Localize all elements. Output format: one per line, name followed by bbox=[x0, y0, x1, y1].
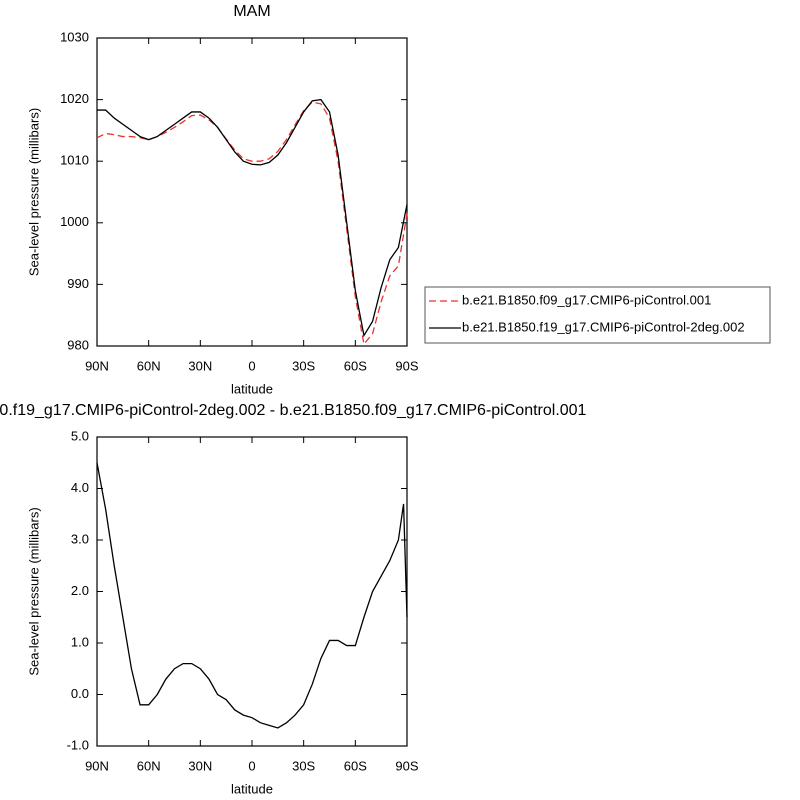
y-tick-label: 980 bbox=[67, 337, 89, 352]
x-tick-label: 90N bbox=[85, 358, 109, 373]
x-tick-label: 90S bbox=[395, 758, 418, 773]
y-axis-label: Sea-level pressure (millibars) bbox=[26, 108, 41, 276]
y-tick-label: 5.0 bbox=[71, 428, 89, 443]
y-tick-label: 4.0 bbox=[71, 480, 89, 495]
x-tick-label: 60N bbox=[137, 358, 161, 373]
x-axis-label: latitude bbox=[231, 781, 273, 796]
x-tick-label: 30N bbox=[188, 758, 212, 773]
y-tick-label: 1030 bbox=[60, 29, 89, 44]
x-tick-label: 0 bbox=[248, 758, 255, 773]
legend-label: b.e21.B1850.f09_g17.CMIP6-piControl.001 bbox=[462, 292, 711, 307]
data-line bbox=[96, 462, 408, 729]
x-tick-label: 60S bbox=[344, 758, 367, 773]
y-tick-label: 1.0 bbox=[71, 634, 89, 649]
data-line bbox=[96, 101, 408, 346]
x-tick-label: 30N bbox=[188, 358, 212, 373]
y-tick-label: 1000 bbox=[60, 214, 89, 229]
x-tick-label: 60N bbox=[137, 758, 161, 773]
chart-title: MAM bbox=[233, 3, 270, 20]
plot-frame bbox=[96, 436, 408, 747]
y-tick-label: 3.0 bbox=[71, 531, 89, 546]
y-tick-label: 0.0 bbox=[71, 686, 89, 701]
y-axis-label: Sea-level pressure (millibars) bbox=[26, 507, 41, 675]
x-tick-label: 30S bbox=[292, 758, 315, 773]
y-tick-label: -1.0 bbox=[67, 737, 89, 752]
y-tick-label: 1010 bbox=[60, 153, 89, 168]
legend-label: b.e21.B1850.f19_g17.CMIP6-piControl-2deg… bbox=[462, 319, 745, 334]
y-tick-label: 1020 bbox=[60, 91, 89, 106]
x-axis-label: latitude bbox=[231, 381, 273, 396]
x-tick-label: 0 bbox=[248, 358, 255, 373]
y-tick-label: 990 bbox=[67, 276, 89, 291]
legend-box bbox=[424, 286, 771, 344]
x-tick-label: 90N bbox=[85, 758, 109, 773]
plot-frame bbox=[96, 37, 408, 347]
chart-title: b.e21.B1850.f19_g17.CMIP6-piControl-2deg… bbox=[0, 402, 587, 419]
x-tick-label: 90S bbox=[395, 358, 418, 373]
x-tick-label: 60S bbox=[344, 358, 367, 373]
y-tick-label: 2.0 bbox=[71, 583, 89, 598]
x-tick-label: 30S bbox=[292, 358, 315, 373]
data-line bbox=[97, 98, 408, 338]
